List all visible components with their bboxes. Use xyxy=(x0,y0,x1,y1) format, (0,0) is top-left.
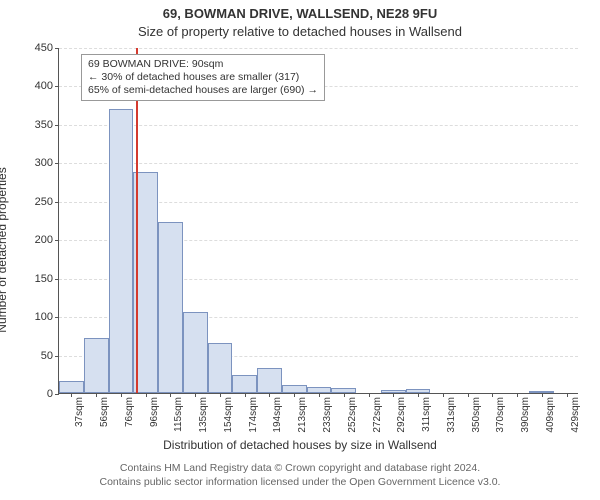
x-tick-label: 115sqm xyxy=(173,393,184,432)
x-tick-label: 331sqm xyxy=(446,393,457,433)
x-tick-mark xyxy=(393,393,394,397)
x-tick-mark xyxy=(517,393,518,397)
page-title-line1: 69, BOWMAN DRIVE, WALLSEND, NE28 9FU xyxy=(0,6,600,21)
x-tick-mark xyxy=(468,393,469,397)
x-tick-label: 194sqm xyxy=(272,393,283,433)
x-tick-label: 311sqm xyxy=(421,393,432,432)
x-tick-label: 56sqm xyxy=(99,393,110,427)
x-axis-label: Distribution of detached houses by size … xyxy=(0,438,600,452)
page-title-line2: Size of property relative to detached ho… xyxy=(0,24,600,39)
x-tick-mark xyxy=(170,393,171,397)
x-tick-mark xyxy=(269,393,270,397)
x-tick-mark xyxy=(418,393,419,397)
x-tick-label: 135sqm xyxy=(198,393,209,433)
x-tick-label: 233sqm xyxy=(322,393,333,433)
x-tick-label: 76sqm xyxy=(124,393,135,427)
x-tick-mark xyxy=(492,393,493,397)
y-tick-label: 450 xyxy=(35,42,53,54)
x-tick-mark xyxy=(294,393,295,397)
x-tick-mark xyxy=(369,393,370,397)
x-tick-label: 154sqm xyxy=(223,393,234,433)
x-tick-label: 429sqm xyxy=(570,393,581,433)
annotation-line1: 69 BOWMAN DRIVE: 90sqm xyxy=(88,58,318,71)
x-tick-label: 213sqm xyxy=(297,393,308,433)
x-tick-mark xyxy=(344,393,345,397)
x-tick-mark xyxy=(96,393,97,397)
x-tick-mark xyxy=(71,393,72,397)
x-tick-mark xyxy=(121,393,122,397)
x-tick-mark xyxy=(319,393,320,397)
histogram-bar xyxy=(59,381,84,393)
x-tick-mark xyxy=(220,393,221,397)
annotation-box: 69 BOWMAN DRIVE: 90sqm ← 30% of detached… xyxy=(81,54,325,101)
histogram-bar xyxy=(183,312,208,394)
histogram-bar xyxy=(282,385,307,393)
x-tick-mark xyxy=(245,393,246,397)
x-tick-label: 174sqm xyxy=(248,393,259,433)
x-tick-mark xyxy=(195,393,196,397)
histogram-bar xyxy=(232,375,257,393)
x-tick-label: 96sqm xyxy=(149,393,160,427)
y-tick-label: 0 xyxy=(47,388,53,400)
y-tick-label: 200 xyxy=(35,234,53,246)
y-tick-label: 250 xyxy=(35,196,53,208)
y-tick-label: 300 xyxy=(35,157,53,169)
x-tick-mark xyxy=(146,393,147,397)
x-tick-label: 272sqm xyxy=(372,393,383,433)
x-tick-label: 350sqm xyxy=(471,393,482,433)
x-tick-label: 370sqm xyxy=(495,393,506,433)
x-tick-label: 37sqm xyxy=(74,393,85,427)
x-tick-label: 292sqm xyxy=(396,393,407,433)
histogram-bar xyxy=(257,368,282,393)
y-tick-label: 350 xyxy=(35,119,53,131)
y-tick-label: 100 xyxy=(35,311,53,323)
histogram-bar xyxy=(84,338,109,393)
x-tick-label: 252sqm xyxy=(347,393,358,433)
y-tick-label: 150 xyxy=(35,273,53,285)
x-tick-label: 390sqm xyxy=(520,393,531,433)
histogram-bar xyxy=(109,109,134,393)
y-tick-mark xyxy=(55,394,59,395)
histogram-bar xyxy=(208,343,233,393)
x-tick-mark xyxy=(567,393,568,397)
x-tick-mark xyxy=(542,393,543,397)
x-tick-mark xyxy=(443,393,444,397)
y-tick-label: 400 xyxy=(35,80,53,92)
y-tick-label: 50 xyxy=(41,350,53,362)
annotation-line2: ← 30% of detached houses are smaller (31… xyxy=(88,71,318,84)
x-tick-label: 409sqm xyxy=(545,393,556,433)
annotation-line3: 65% of semi-detached houses are larger (… xyxy=(88,84,318,97)
histogram-bar xyxy=(158,222,183,393)
chart-plot-area: 050100150200250300350400450 69 BOWMAN DR… xyxy=(58,48,578,394)
attribution-text: Contains HM Land Registry data © Crown c… xyxy=(0,462,600,489)
